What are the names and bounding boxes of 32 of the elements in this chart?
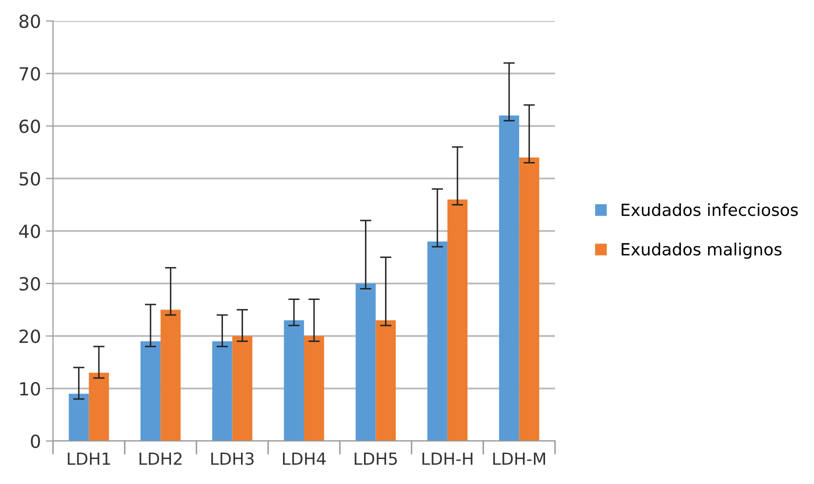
x-tick-label: LDH4 xyxy=(283,452,326,465)
y-tick-label: 50 xyxy=(20,172,40,186)
bar xyxy=(212,341,232,441)
bar xyxy=(68,394,89,441)
bar xyxy=(284,320,304,441)
legend-label: Exudados malignos xyxy=(622,242,782,259)
y-tick-label: 40 xyxy=(19,224,40,238)
x-tick-label: LDH-H xyxy=(422,452,472,465)
bar xyxy=(160,310,181,441)
x-tick-label: LDH3 xyxy=(211,452,254,466)
y-tick-label: 0 xyxy=(30,434,40,448)
y-tick-label: 10 xyxy=(20,382,40,396)
bar xyxy=(376,320,396,441)
bar xyxy=(140,341,161,441)
x-tick-label: LDH2 xyxy=(140,452,182,465)
legend-label: Exudados infecciosos xyxy=(622,203,798,216)
bar xyxy=(88,372,109,441)
bar xyxy=(356,284,376,441)
y-tick-label: 30 xyxy=(20,276,40,291)
bar xyxy=(499,116,520,441)
bar xyxy=(447,200,468,441)
y-tick-label: 20 xyxy=(20,329,40,344)
bar xyxy=(427,242,448,441)
bar xyxy=(519,158,540,441)
x-tick-label: LDH-M xyxy=(493,452,546,465)
y-tick-label: 80 xyxy=(19,14,40,28)
x-tick-label: LDH5 xyxy=(354,452,397,466)
bar xyxy=(232,336,252,441)
y-tick-label: 70 xyxy=(20,66,40,81)
bar xyxy=(304,336,324,441)
x-tick-label: LDH1 xyxy=(68,452,110,465)
y-tick-label: 60 xyxy=(19,119,40,134)
